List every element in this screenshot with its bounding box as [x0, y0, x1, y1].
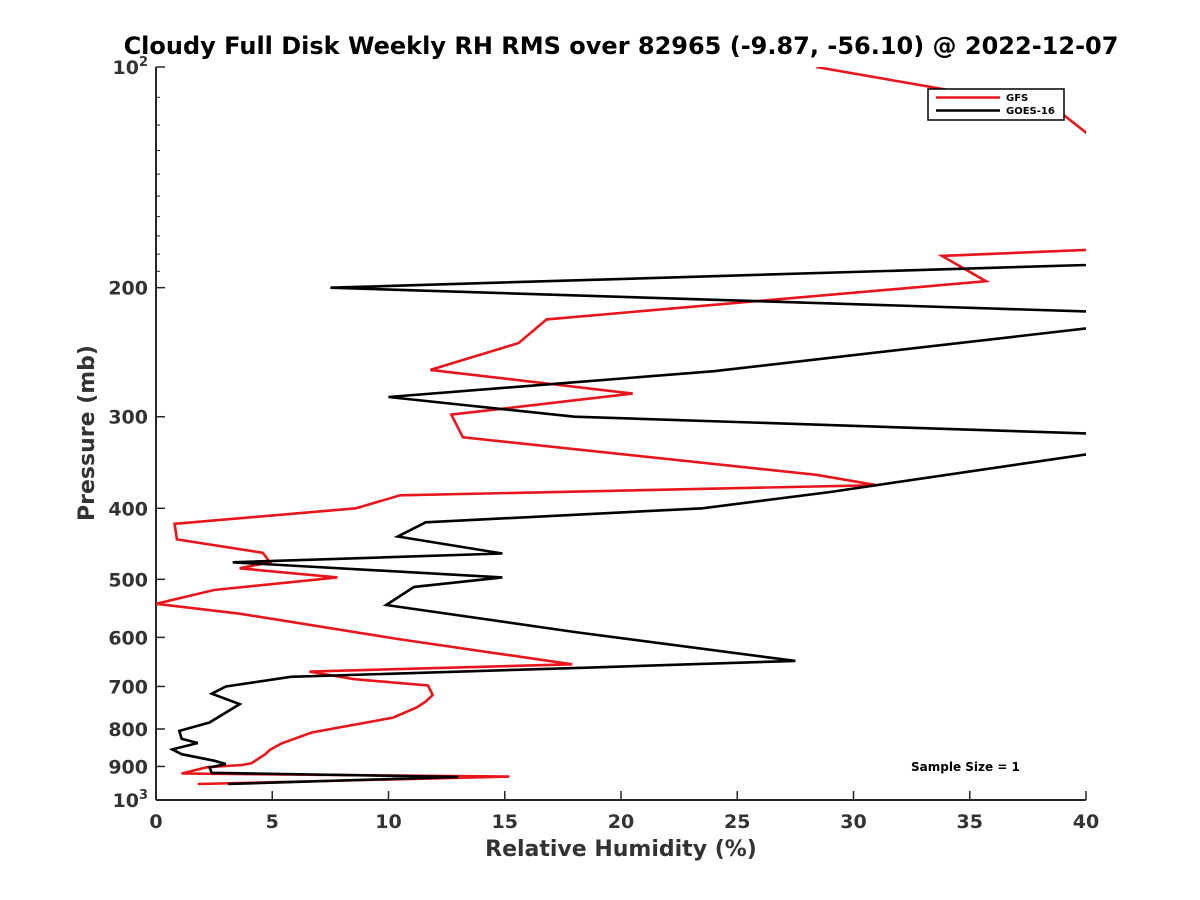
- y-tick-label: 700: [108, 676, 148, 698]
- x-tick-label: 30: [840, 811, 866, 833]
- x-tick-label: 5: [266, 811, 279, 833]
- y-tick-label: 200: [108, 278, 148, 300]
- y-axis-ticks: 102 200 300 400 500 600 700 800 900 103: [108, 55, 165, 812]
- x-tick-label: 40: [1073, 811, 1099, 833]
- y-tick-label: 600: [108, 627, 148, 649]
- y-tick-label: 102: [113, 55, 149, 79]
- y-axis-label: Pressure (mb): [75, 345, 100, 521]
- x-tick-label: 0: [149, 811, 162, 833]
- y-tick-label: 800: [108, 719, 148, 741]
- x-tick-label: 20: [608, 811, 634, 833]
- legend-label-gfs: GFS: [1006, 93, 1028, 104]
- y-tick-label: 500: [108, 569, 148, 591]
- legend-box: [927, 88, 1065, 121]
- x-tick-label: 35: [957, 811, 983, 833]
- x-axis-label: Relative Humidity (%): [485, 837, 757, 862]
- sample-size-annotation: Sample Size = 1: [911, 760, 1020, 774]
- y-tick-label: 400: [108, 498, 148, 520]
- series-line-gfs: [156, 67, 1086, 786]
- legend-label-goes16: GOES-16: [1006, 106, 1055, 117]
- series-line-goes16: [168, 263, 1086, 786]
- chart-title: Cloudy Full Disk Weekly RH RMS over 8296…: [124, 32, 1119, 60]
- series-layer: [156, 67, 1086, 786]
- x-axis-ticks: 0 5 10 15 20 25 30 35 40: [149, 791, 1099, 833]
- y-tick-label: 103: [113, 788, 149, 812]
- x-tick-label: 15: [492, 811, 518, 833]
- y-tick-label: 300: [108, 407, 148, 429]
- x-tick-label: 25: [724, 811, 750, 833]
- x-tick-label: 10: [375, 811, 401, 833]
- legend: GFS GOES-16: [927, 88, 1065, 121]
- y-tick-label: 900: [108, 756, 148, 778]
- plot-area: 0 5 10 15 20 25 30 35 40 102 200 300 400 500 600 700 80…: [108, 55, 1099, 833]
